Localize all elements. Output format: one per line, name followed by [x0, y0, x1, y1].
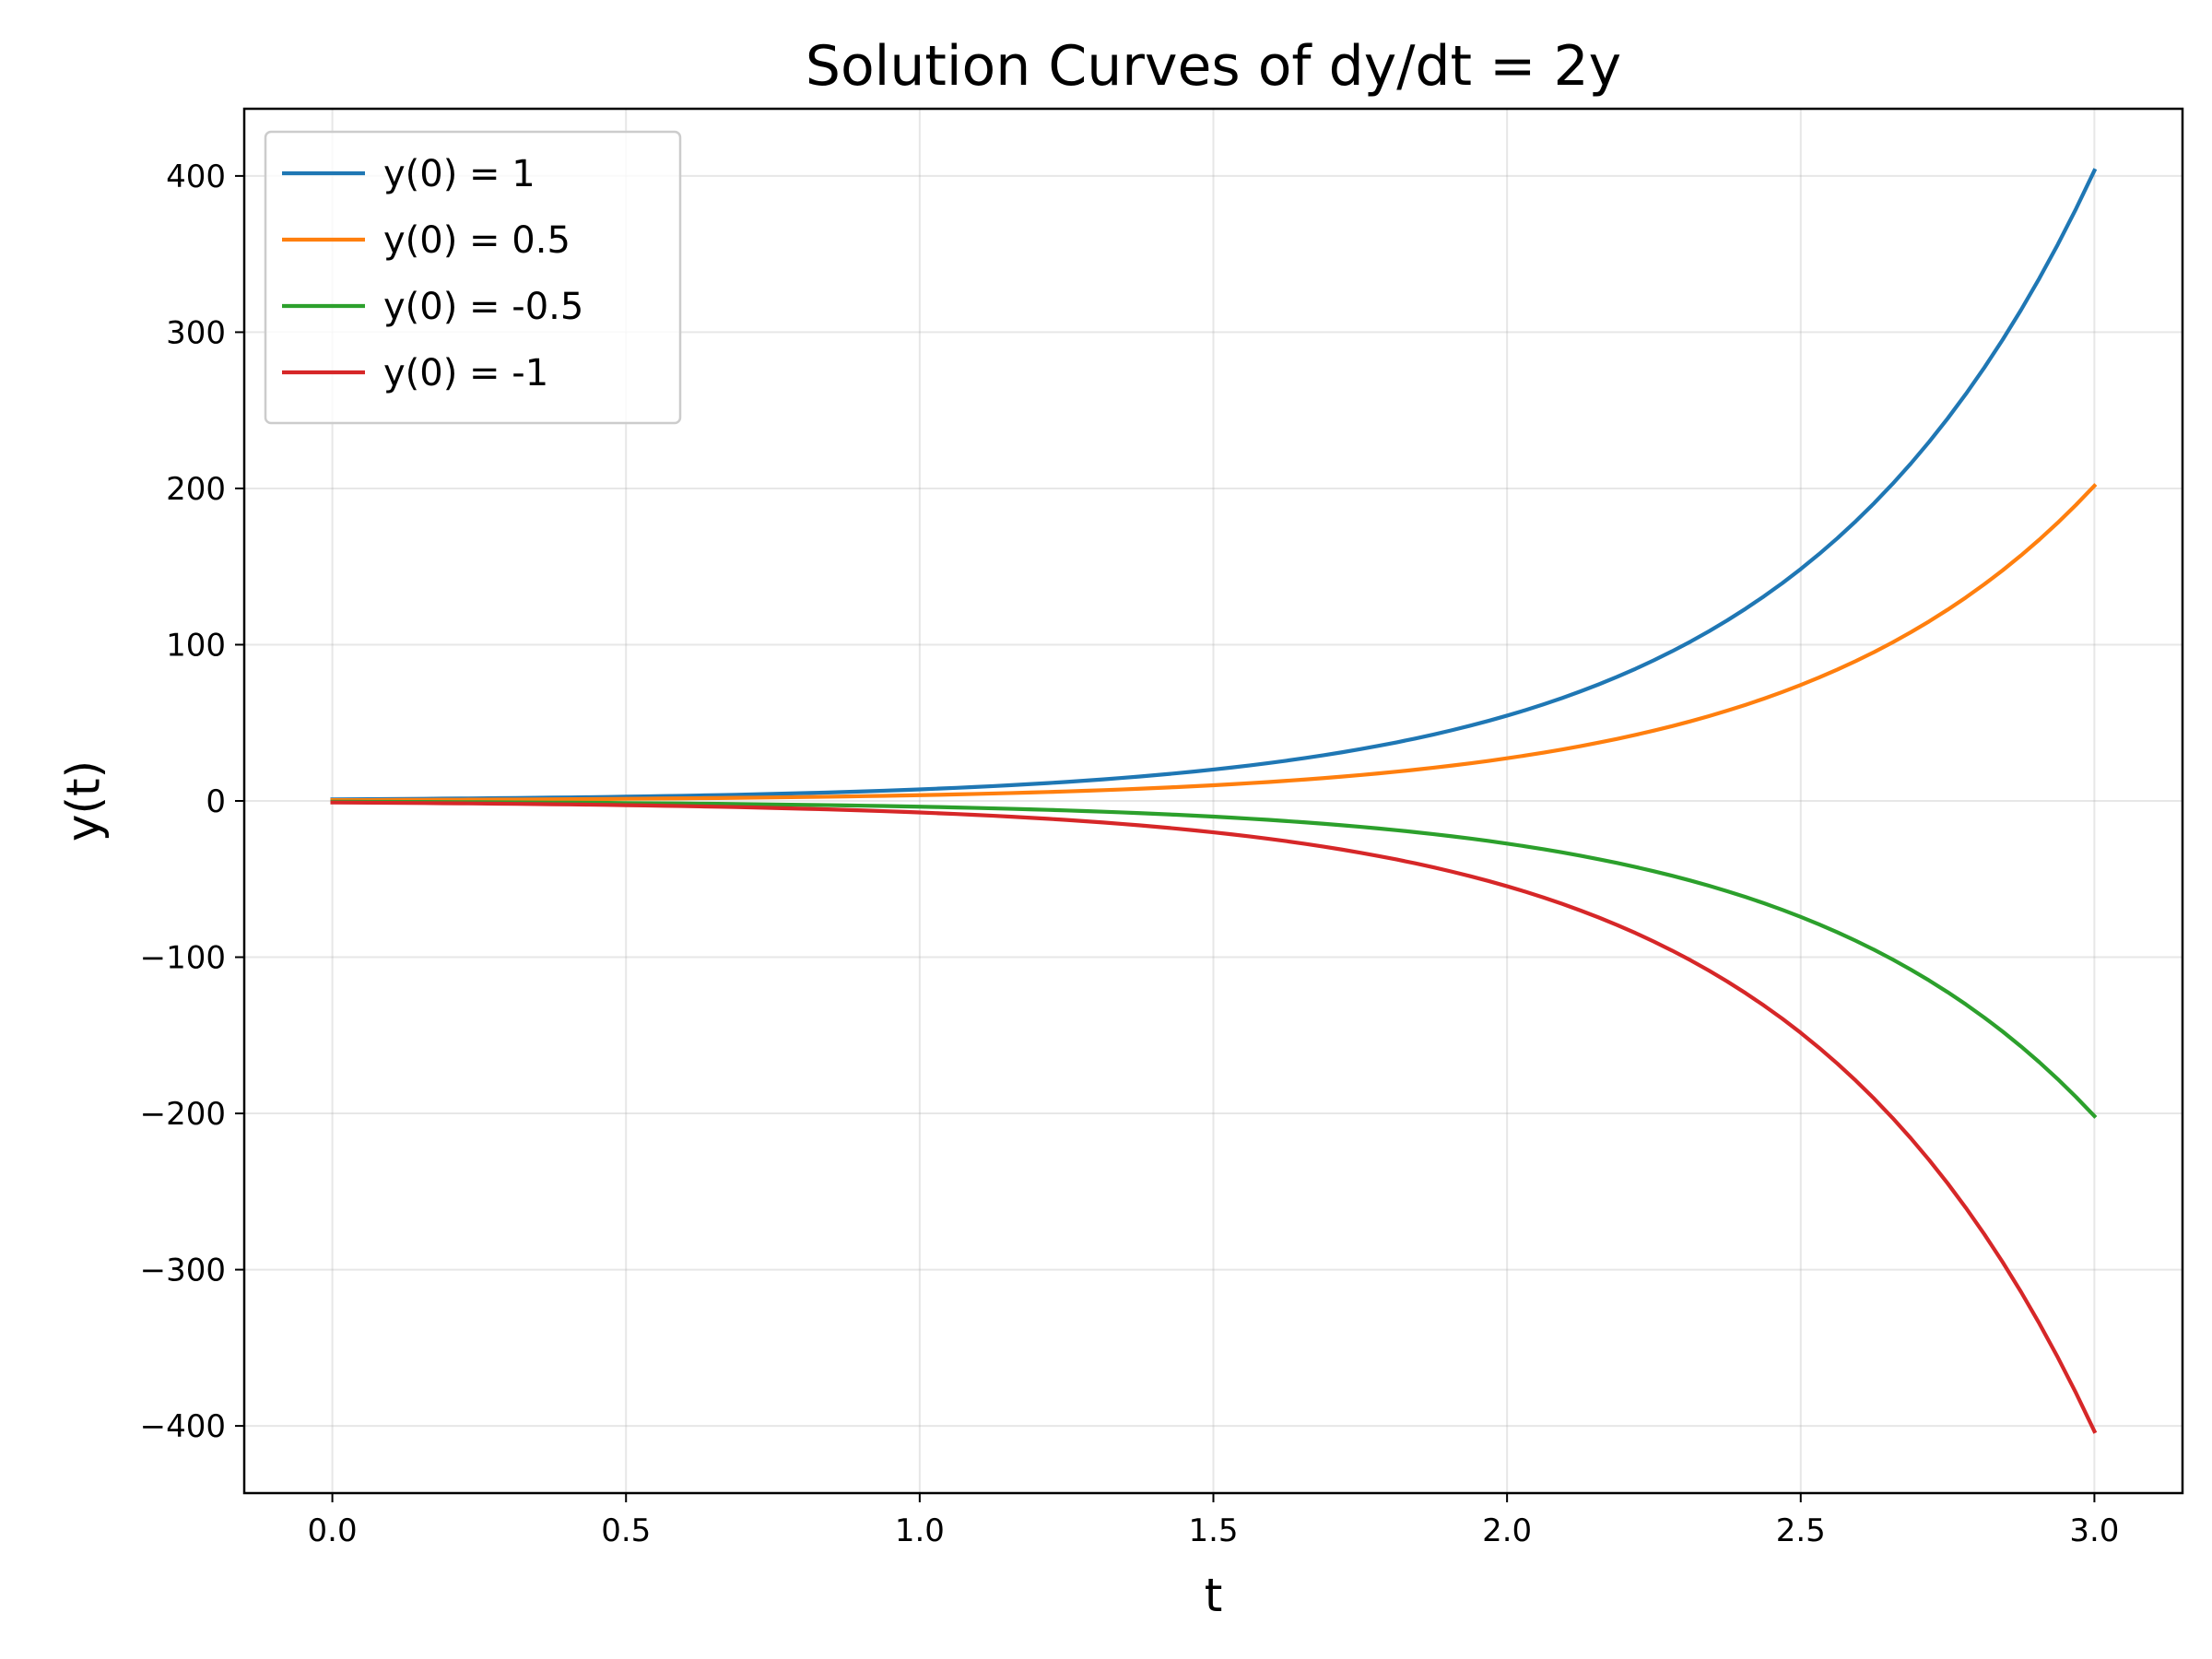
y-tick-label-0: 400: [166, 159, 226, 195]
x-tick-label-4: 2.0: [1482, 1512, 1532, 1549]
series-line-3: [330, 800, 2098, 1434]
x-axis-title: t: [1205, 1569, 1223, 1622]
y-tick-label-4: 0: [206, 783, 226, 820]
y-axis-title: y(t): [57, 760, 111, 841]
x-tick-label-3: 1.5: [1188, 1512, 1238, 1549]
y-tick-label-1: 300: [166, 314, 226, 351]
y-tick-label-2: 200: [166, 471, 226, 508]
legend: y(0) = 1 y(0) = 0.5 y(0) = -0.5 y(0) = -1: [264, 130, 682, 425]
x-tick-label-2: 1.0: [895, 1512, 945, 1549]
series-line-2: [330, 799, 2098, 1119]
chart-title: Solution Curves of dy/dt = 2y: [806, 34, 1621, 99]
y-tick-label-5: −100: [140, 940, 226, 977]
legend-label-1: y(0) = 0.5: [383, 219, 571, 262]
x-tick-label-5: 2.5: [1776, 1512, 1826, 1549]
series-line-1: [330, 483, 2098, 803]
series-line-0: [330, 168, 2098, 802]
legend-box: [264, 130, 682, 425]
x-tick-label-1: 0.5: [601, 1512, 651, 1549]
y-tick-label-8: −400: [140, 1408, 226, 1445]
y-tick-label-6: −200: [140, 1096, 226, 1133]
legend-label-3: y(0) = -1: [383, 352, 548, 394]
y-tick-label-3: 100: [166, 627, 226, 664]
x-tick-label-6: 3.0: [2069, 1512, 2119, 1549]
legend-label-2: y(0) = -0.5: [383, 286, 583, 328]
x-tick-label-0: 0.0: [308, 1512, 358, 1549]
legend-label-0: y(0) = 1: [383, 153, 535, 195]
axis-ticks: 0.0 0.5 1.0 1.5 2.0 2.5 3.0 400 300 200 100 0 −100 −2…: [140, 159, 2120, 1549]
y-tick-label-7: −300: [140, 1253, 226, 1289]
series-layer: [330, 168, 2098, 1434]
